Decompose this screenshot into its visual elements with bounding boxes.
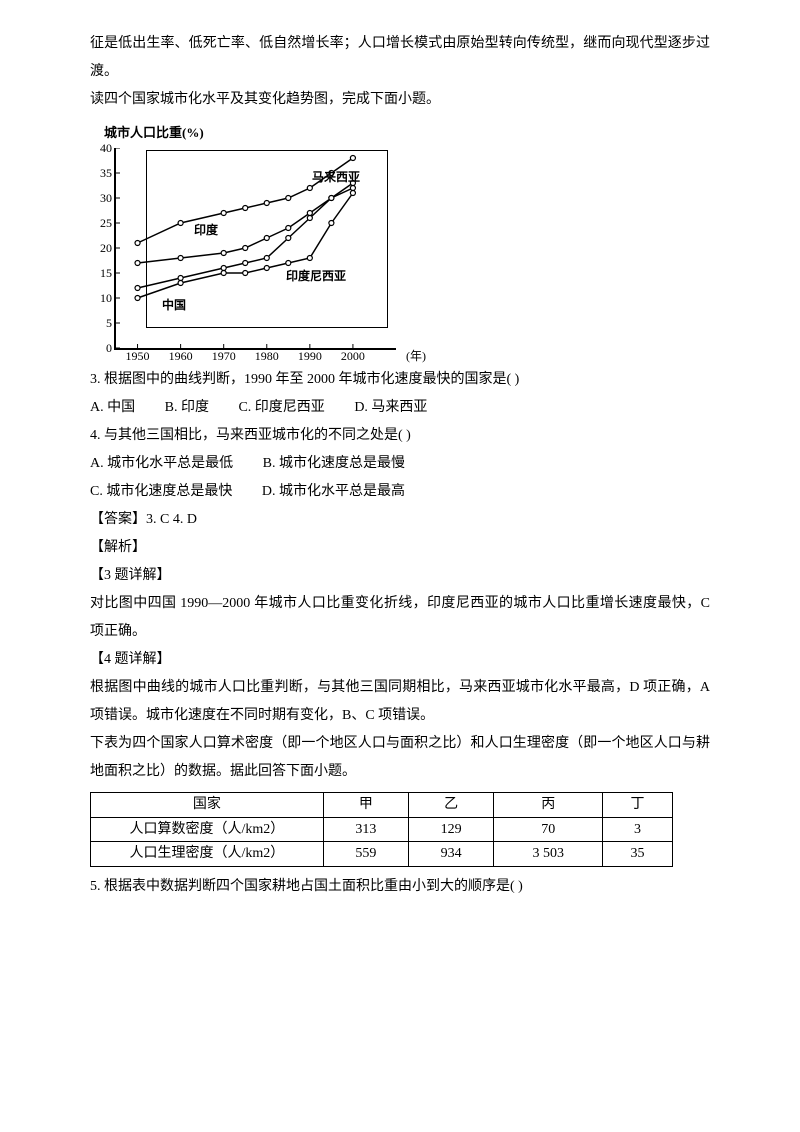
- col-country: 国家: [91, 793, 324, 818]
- row1-label: 人口算数密度（人/km2）: [91, 817, 324, 842]
- series-label-india: 印度: [194, 218, 218, 242]
- q3-opt-b: B. 印度: [165, 394, 209, 422]
- y-tick: 35: [92, 161, 112, 185]
- chart-ylabel: 城市人口比重(%): [90, 120, 395, 146]
- row2-bing: 3 503: [494, 842, 603, 867]
- series-line-india: [138, 188, 353, 263]
- q4-detail-heading: 【4 题详解】: [90, 646, 710, 674]
- row1-jia: 313: [323, 817, 408, 842]
- question-4-options-2: C. 城市化速度总是最快 D. 城市化水平总是最高: [90, 478, 710, 506]
- q3-opt-c: C. 印度尼西亚: [238, 394, 324, 422]
- intro-para-1: 征是低出生率、低死亡率、低自然增长率；人口增长模式由原始型转向传统型，继而向现代…: [90, 30, 710, 86]
- series-label-china: 中国: [162, 293, 186, 317]
- q4-opt-b: B. 城市化速度总是最慢: [263, 450, 405, 478]
- q3-opt-d: D. 马来西亚: [354, 394, 427, 422]
- row2-yi: 934: [409, 842, 494, 867]
- chart-xunit: (年): [406, 344, 426, 368]
- answers: 【答案】3. C 4. D: [90, 506, 710, 534]
- y-tick: 10: [92, 286, 112, 310]
- y-tick: 15: [92, 261, 112, 285]
- row2-ding: 35: [603, 842, 673, 867]
- row2-label: 人口生理密度（人/km2）: [91, 842, 324, 867]
- y-tick: 40: [92, 136, 112, 160]
- row1-ding: 3: [603, 817, 673, 842]
- y-tick: 0: [92, 336, 112, 360]
- x-tick: 1960: [169, 344, 193, 368]
- q4-opt-a: A. 城市化水平总是最低: [90, 450, 233, 478]
- table-row: 人口生理密度（人/km2） 559 934 3 503 35: [91, 842, 673, 867]
- q3-detail-heading: 【3 题详解】: [90, 562, 710, 590]
- row2-jia: 559: [323, 842, 408, 867]
- x-tick: 1970: [212, 344, 236, 368]
- x-tick: 2000: [341, 344, 365, 368]
- q4-explanation: 根据图中曲线的城市人口比重判断，与其他三国同期相比，马来西亚城市化水平最高，D …: [90, 674, 710, 730]
- question-3-options: A. 中国 B. 印度 C. 印度尼西亚 D. 马来西亚: [90, 394, 710, 422]
- q3-explanation: 对比图中四国 1990—2000 年城市人口比重变化折线，印度尼西亚的城市人口比…: [90, 590, 710, 646]
- row1-yi: 129: [409, 817, 494, 842]
- question-3-text: 3. 根据图中的曲线判断，1990 年至 2000 年城市化速度最快的国家是( …: [90, 366, 710, 394]
- col-yi: 乙: [409, 793, 494, 818]
- density-table: 国家 甲 乙 丙 丁 人口算数密度（人/km2） 313 129 70 3 人口…: [90, 792, 673, 867]
- q3-opt-a: A. 中国: [90, 394, 135, 422]
- row1-bing: 70: [494, 817, 603, 842]
- question-5-text: 5. 根据表中数据判断四个国家耕地占国土面积比重由小到大的顺序是( ): [90, 873, 710, 901]
- table-intro: 下表为四个国家人口算术密度（即一个地区人口与面积之比）和人口生理密度（即一个地区…: [90, 730, 710, 786]
- y-tick: 5: [92, 311, 112, 335]
- y-tick: 30: [92, 186, 112, 210]
- series-label-indonesia: 印度尼西亚: [286, 264, 346, 288]
- x-tick: 1990: [298, 344, 322, 368]
- question-4-text: 4. 与其他三国相比，马来西亚城市化的不同之处是( ): [90, 422, 710, 450]
- chart-plot-area: (年) 051015202530354019501960197019801990…: [114, 148, 396, 350]
- y-tick: 25: [92, 211, 112, 235]
- urbanization-chart: 城市人口比重(%) (年) 05101520253035401950196019…: [90, 120, 395, 360]
- table-header-row: 国家 甲 乙 丙 丁: [91, 793, 673, 818]
- col-bing: 丙: [494, 793, 603, 818]
- question-4-options: A. 城市化水平总是最低 B. 城市化速度总是最慢: [90, 450, 710, 478]
- table-row: 人口算数密度（人/km2） 313 129 70 3: [91, 817, 673, 842]
- page: 征是低出生率、低死亡率、低自然增长率；人口增长模式由原始型转向传统型，继而向现代…: [0, 0, 800, 1132]
- y-tick: 20: [92, 236, 112, 260]
- jiexi-heading: 【解析】: [90, 534, 710, 562]
- col-jia: 甲: [323, 793, 408, 818]
- col-ding: 丁: [603, 793, 673, 818]
- x-tick: 1950: [126, 344, 150, 368]
- q4-opt-c: C. 城市化速度总是最快: [90, 478, 232, 506]
- x-tick: 1980: [255, 344, 279, 368]
- intro-para-2: 读四个国家城市化水平及其变化趋势图，完成下面小题。: [90, 86, 710, 114]
- series-label-malaysia: 马来西亚: [312, 165, 360, 189]
- q4-opt-d: D. 城市化水平总是最高: [262, 478, 405, 506]
